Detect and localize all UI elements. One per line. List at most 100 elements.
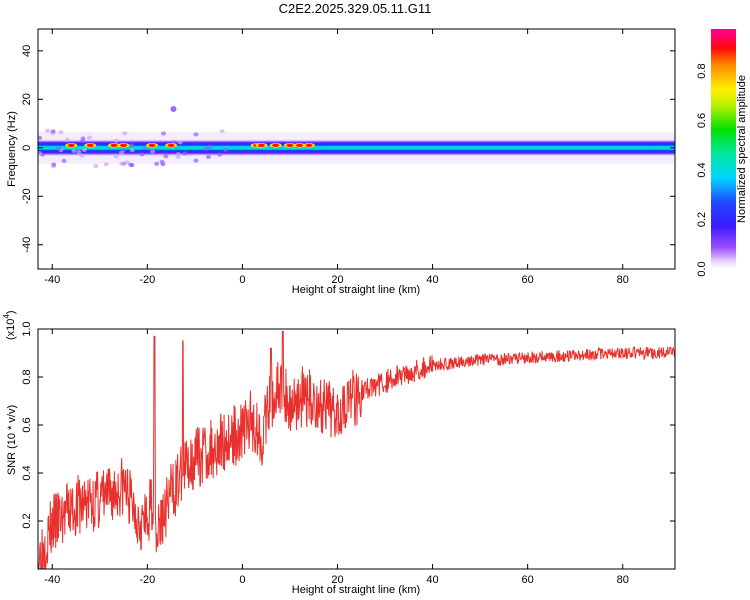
- colorbar-tick-label: 0.2: [696, 212, 708, 227]
- noise-dot: [61, 158, 67, 163]
- x-tick-label: -40: [44, 574, 60, 586]
- noise-dot: [177, 140, 183, 145]
- y-tick-label: 1.0: [21, 321, 33, 336]
- noise-dot: [124, 160, 130, 165]
- noise-dot: [193, 132, 199, 137]
- noise-dot: [86, 135, 92, 140]
- snr-x-ticks: -40 -20 0 20 40 60 80: [44, 329, 629, 586]
- noise-dot: [139, 152, 145, 157]
- spectrogram-plot-area: [38, 106, 675, 169]
- snr-y-ticks: 0.2 0.4 0.6 0.8 1.0: [21, 321, 675, 529]
- y-tick-label: 20: [21, 93, 33, 105]
- y-tick-label: 40: [21, 45, 33, 57]
- spectrogram-y-axis-label: Frequency (Hz): [6, 111, 18, 187]
- noise-dot: [81, 147, 87, 152]
- noise-dot: [58, 130, 64, 135]
- noise-dot: [38, 151, 42, 156]
- x-tick-label: 0: [239, 274, 245, 286]
- x-tick-label: 40: [426, 574, 438, 586]
- y-tick-label: 0.2: [21, 513, 33, 528]
- band-peak-core: [257, 143, 265, 147]
- y-tick-label: 0.8: [21, 369, 33, 384]
- noise-dot: [193, 158, 199, 163]
- colorbar-gradient: [711, 29, 736, 269]
- noise-dot: [122, 131, 128, 136]
- noise-dot: [119, 161, 125, 166]
- snr-multiplier-close: ): [5, 310, 17, 314]
- snr-multiplier-exponent: 4: [2, 314, 11, 319]
- noise-dot: [175, 152, 181, 157]
- noise-dot: [222, 147, 228, 152]
- x-tick-label: 0: [239, 574, 245, 586]
- band-peak-core: [286, 143, 294, 147]
- spectrogram-panel: -40 -20 0 20 40 60 80 -40 -20 0 20 40 Height of st…: [6, 28, 676, 296]
- noise-dot: [113, 154, 119, 159]
- spectrogram-x-axis-label: Height of straight line (km): [292, 284, 420, 296]
- noise-dot: [45, 128, 51, 133]
- colorbar-tick-label: 0.6: [696, 113, 708, 128]
- x-tick-label: 80: [617, 574, 629, 586]
- svg-text:(x104): (x104): [2, 310, 17, 340]
- noise-dot: [142, 146, 148, 151]
- noise-dot: [51, 162, 57, 167]
- colorbar-label: Normalized spectral amplitude: [736, 75, 748, 223]
- colorbar: 0.0 0.2 0.4 0.6 0.8 Normalized spectral ampl…: [696, 29, 748, 277]
- isolated-blob: [170, 106, 177, 112]
- band-main: [38, 137, 675, 158]
- noise-dot: [182, 151, 188, 156]
- colorbar-tick-label: 0.8: [696, 63, 708, 78]
- snr-frame: [37, 328, 676, 570]
- x-tick-label: 40: [426, 274, 438, 286]
- noise-dot: [103, 162, 109, 167]
- y-tick-label: -20: [21, 188, 33, 204]
- colorbar-tick-label: 0.4: [696, 162, 708, 177]
- spectrogram-x-ticks: -40 -20 0 20 40 60 80: [44, 29, 629, 286]
- noise-dot: [113, 138, 119, 143]
- noise-dot: [128, 162, 134, 167]
- snr-x-axis-label: Height of straight line (km): [292, 584, 420, 596]
- figure-title: C2E2.2025.329.05.11.G11: [279, 1, 432, 16]
- x-tick-label: 60: [522, 574, 534, 586]
- x-tick-label: 80: [617, 274, 629, 286]
- noise-dot: [76, 149, 82, 154]
- x-tick-label: 20: [331, 274, 343, 286]
- band-peak-core: [67, 143, 75, 147]
- noise-dot: [93, 164, 99, 169]
- noise-dot: [163, 154, 169, 159]
- band-peak-core: [148, 143, 156, 147]
- snr-plot-area: [38, 330, 675, 569]
- x-tick-label: 60: [522, 274, 534, 286]
- noise-dot: [219, 129, 225, 134]
- band-peak-core: [110, 143, 118, 147]
- band-peak-core: [86, 143, 94, 147]
- x-tick-label: 20: [331, 574, 343, 586]
- noise-dot: [161, 131, 167, 136]
- y-tick-label: 0: [21, 145, 33, 151]
- colorbar-tick-label: 0.0: [696, 261, 708, 276]
- noise-dot: [207, 144, 213, 149]
- band-peak-core: [305, 143, 313, 147]
- y-tick-label: 0.6: [21, 417, 33, 432]
- noise-dot: [56, 146, 62, 151]
- band-peak-core: [120, 143, 128, 147]
- colorbar-ticks: 0.0 0.2 0.4 0.6 0.8: [696, 63, 708, 276]
- snr-series-line: [38, 330, 675, 569]
- y-tick-label: 0.4: [21, 465, 33, 480]
- noise-dot: [159, 159, 165, 164]
- x-tick-label: -20: [139, 274, 155, 286]
- noise-dot: [129, 148, 135, 153]
- snr-y-multiplier: (x104): [2, 310, 17, 340]
- noise-dot: [64, 137, 70, 142]
- band-peak-core: [295, 143, 303, 147]
- noise-dot: [217, 152, 223, 157]
- spectrogram-marks: [38, 106, 675, 169]
- noise-dot: [71, 148, 77, 153]
- x-tick-label: -20: [139, 574, 155, 586]
- noise-dot: [154, 161, 160, 166]
- snr-y-axis-label: SNR (10 * v/v): [6, 405, 18, 475]
- band-peak-core: [272, 143, 280, 147]
- noise-dot: [150, 149, 156, 154]
- snr-panel: -40 -20 0 20 40 60 80 0.2 0.4 0.6 0.8 1.0 Height o…: [2, 310, 676, 596]
- spectrogram-y-ticks: -40 -20 0 20 40: [21, 45, 675, 253]
